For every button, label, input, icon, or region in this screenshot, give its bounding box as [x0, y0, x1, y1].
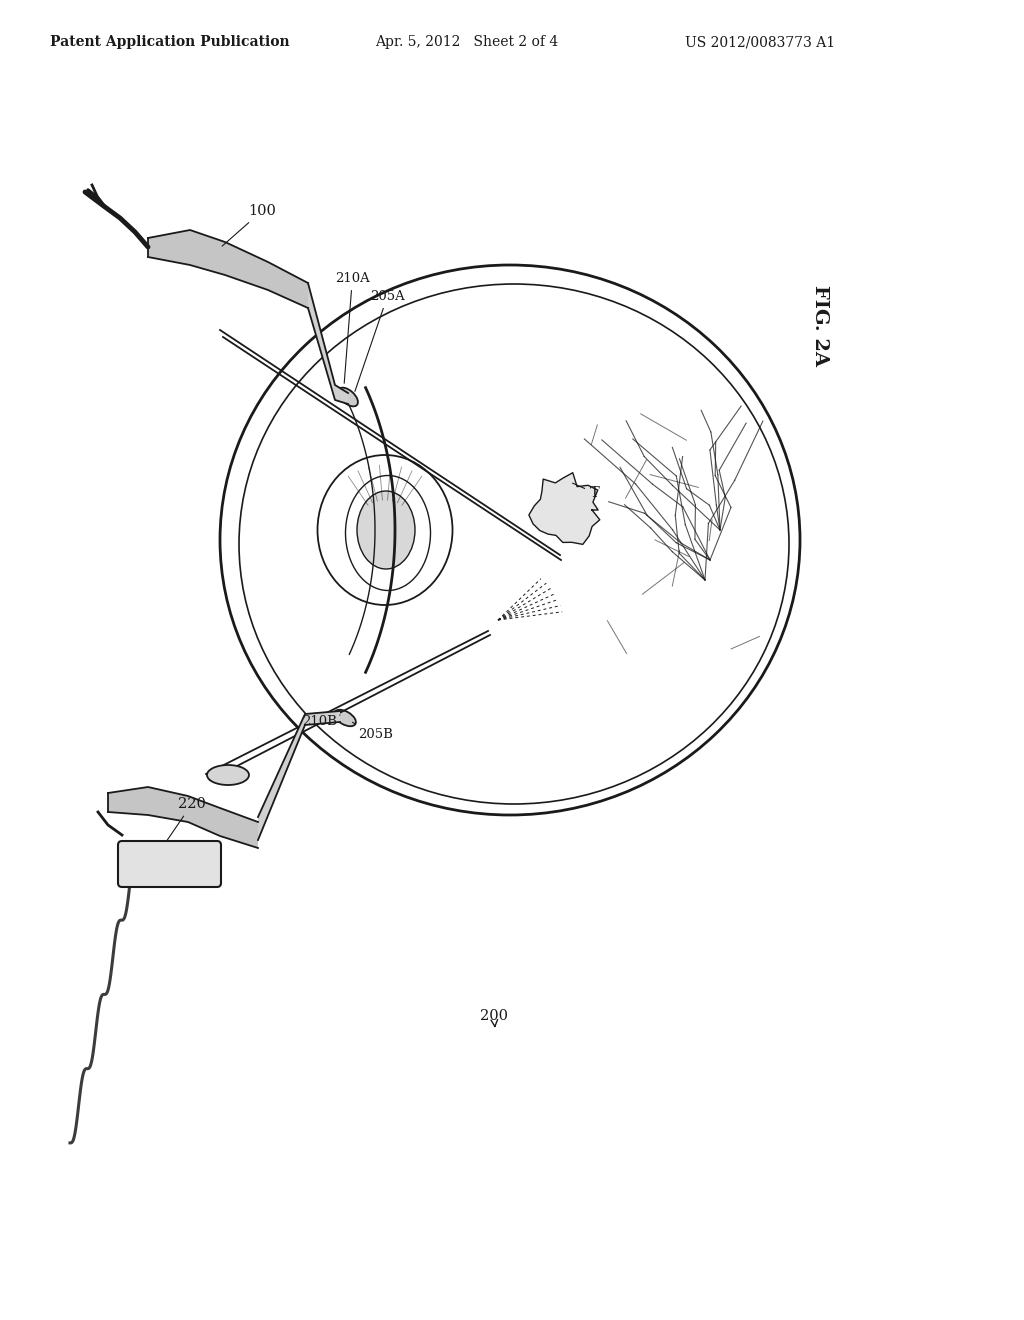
Text: 205B: 205B — [352, 722, 393, 741]
Ellipse shape — [334, 710, 356, 726]
Text: 210B: 210B — [302, 715, 340, 729]
Text: 100: 100 — [222, 205, 275, 246]
Polygon shape — [528, 473, 600, 544]
Text: 200: 200 — [480, 1008, 508, 1027]
Text: 210A: 210A — [335, 272, 370, 383]
Text: Patent Application Publication: Patent Application Publication — [50, 36, 290, 49]
Ellipse shape — [338, 388, 358, 407]
Text: T: T — [572, 483, 600, 500]
Polygon shape — [108, 787, 258, 847]
Ellipse shape — [207, 766, 249, 785]
Polygon shape — [308, 282, 348, 404]
Polygon shape — [148, 230, 308, 308]
Text: Apr. 5, 2012   Sheet 2 of 4: Apr. 5, 2012 Sheet 2 of 4 — [375, 36, 558, 49]
Text: 220: 220 — [157, 797, 206, 855]
Text: US 2012/0083773 A1: US 2012/0083773 A1 — [685, 36, 836, 49]
Text: FIG. 2A: FIG. 2A — [811, 285, 829, 366]
Text: 205A: 205A — [355, 290, 404, 391]
Ellipse shape — [357, 491, 415, 569]
Polygon shape — [258, 711, 340, 840]
FancyBboxPatch shape — [118, 841, 221, 887]
